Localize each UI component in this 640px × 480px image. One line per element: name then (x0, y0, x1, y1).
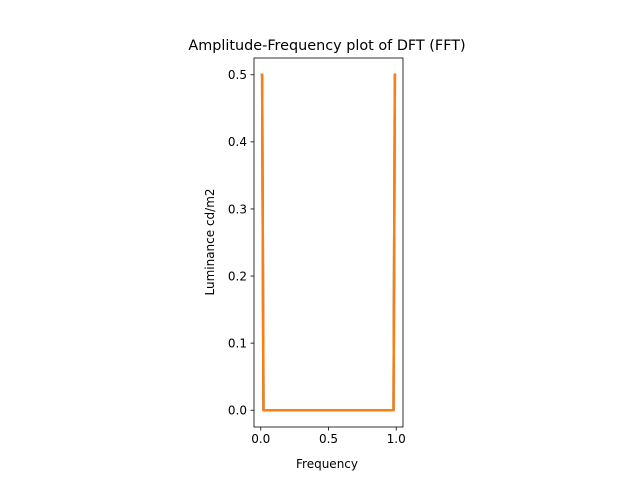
chart-title: Amplitude-Frequency plot of DFT (FFT) (188, 38, 465, 54)
y-axis-ticks: 0.0 0.1 0.2 0.3 0.4 0.5 (228, 68, 254, 418)
y-axis-label: Luminance cd/m2 (203, 188, 217, 295)
x-tick-label: 0.0 (251, 432, 270, 446)
series-line-2 (260, 73, 397, 412)
y-tick-label: 0.2 (228, 269, 247, 283)
y-tick-label: 0.5 (228, 68, 247, 82)
y-tick-label: 0.3 (228, 202, 247, 216)
y-tick-label: 0.4 (228, 135, 247, 149)
x-axis-label: Frequency (296, 457, 358, 471)
x-tick-label: 1.0 (387, 432, 406, 446)
y-tick-label: 0.0 (228, 404, 247, 418)
x-axis-ticks: 0.0 0.5 1.0 (251, 427, 406, 446)
y-tick-label: 0.1 (228, 336, 247, 350)
x-tick-label: 0.5 (319, 432, 338, 446)
